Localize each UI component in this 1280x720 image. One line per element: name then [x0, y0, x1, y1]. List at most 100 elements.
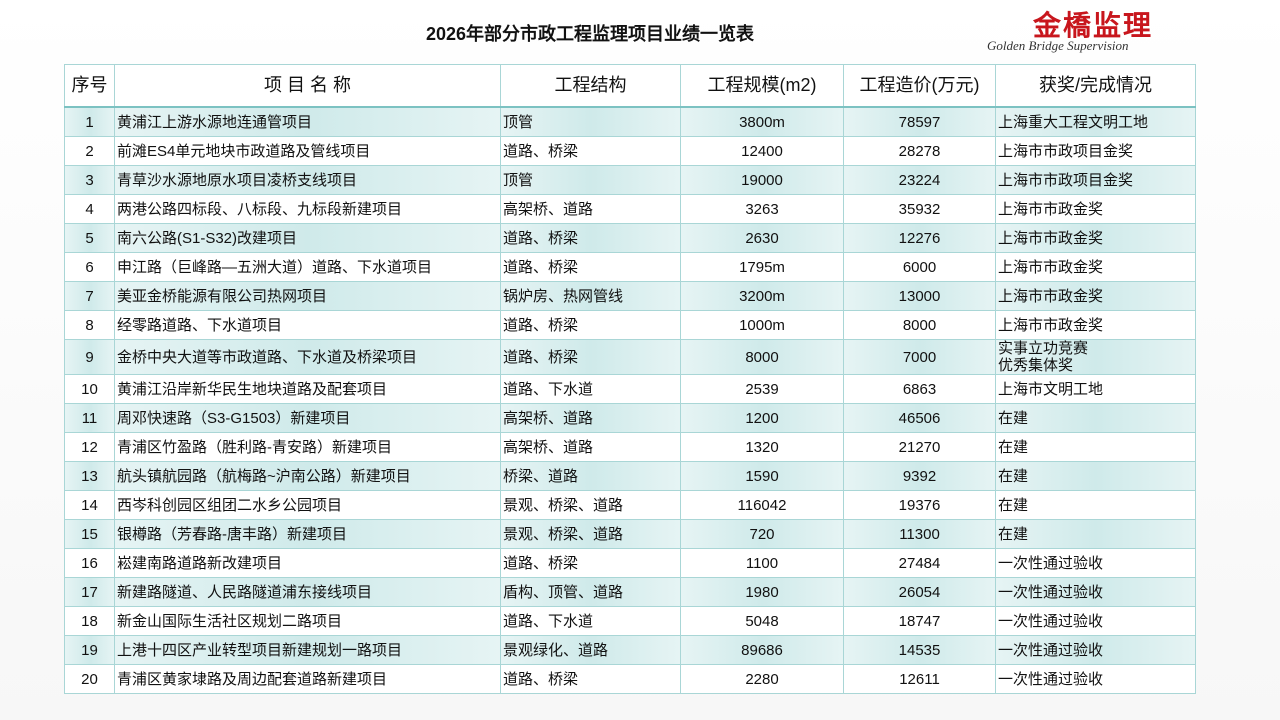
table-cell: 崧建南路道路新改建项目 [114, 548, 501, 578]
table-cell: 桥梁、道路 [500, 461, 681, 491]
table-cell: 720 [680, 519, 844, 549]
table-cell: 黄浦江沿岸新华民生地块道路及配套项目 [114, 374, 501, 404]
table-row: 12 青浦区竹盈路（胜利路-青安路）新建项目 高架桥、道路 1320 21270 在建 [64, 432, 1196, 462]
table-cell: 14535 [843, 635, 996, 665]
table-cell: 一次性通过验收 [995, 548, 1196, 578]
table-cell: 10 [64, 374, 115, 404]
table-cell: 28278 [843, 136, 996, 166]
table-cell: 46506 [843, 403, 996, 433]
table-cell: 上海市市政金奖 [995, 223, 1196, 253]
table-cell: 1000m [680, 310, 844, 340]
table-cell: 实事立功竞赛 优秀集体奖 [995, 339, 1196, 375]
table-cell: 20 [64, 664, 115, 694]
table-cell: 3200m [680, 281, 844, 311]
table-row: 7 美亚金桥能源有限公司热网项目 锅炉房、热网管线 3200m 13000 上海市市政金奖 [64, 281, 1196, 311]
table-cell: 青浦区黄家埭路及周边配套道路新建项目 [114, 664, 501, 694]
table-cell: 11300 [843, 519, 996, 549]
table-cell: 景观、桥梁、道路 [500, 490, 681, 520]
table-row: 14 西岑科创园区组团二水乡公园项目 景观、桥梁、道路 116042 19376 在建 [64, 490, 1196, 520]
table-cell: 上海市市政金奖 [995, 252, 1196, 282]
table-row: 4 两港公路四标段、八标段、九标段新建项目 高架桥、道路 3263 35932 上海市市政… [64, 194, 1196, 224]
table-cell: 道路、桥梁 [500, 339, 681, 375]
table-cell: 13000 [843, 281, 996, 311]
table-cell: 在建 [995, 432, 1196, 462]
table-cell: 上海市市政金奖 [995, 310, 1196, 340]
table-cell: 16 [64, 548, 115, 578]
table-cell: 12400 [680, 136, 844, 166]
table-cell: 上海市文明工地 [995, 374, 1196, 404]
table-row: 8 经零路道路、下水道项目 道路、桥梁 1000m 8000 上海市市政金奖 [64, 310, 1196, 340]
table-cell: 两港公路四标段、八标段、九标段新建项目 [114, 194, 501, 224]
table-row: 16 崧建南路道路新改建项目 道路、桥梁 1100 27484 一次性通过验收 [64, 548, 1196, 578]
table-cell: 19 [64, 635, 115, 665]
table-cell: 顶管 [500, 165, 681, 195]
table-cell: 9 [64, 339, 115, 375]
table-cell: 2539 [680, 374, 844, 404]
table-cell: 17 [64, 577, 115, 607]
table-cell: 6863 [843, 374, 996, 404]
table-cell: 11 [64, 403, 115, 433]
logo-cn: 金橋监理 [1033, 11, 1154, 42]
table-cell: 一次性通过验收 [995, 635, 1196, 665]
table-cell: 周邓快速路（S3-G1503）新建项目 [114, 403, 501, 433]
table-cell: 1980 [680, 577, 844, 607]
table-cell: 26054 [843, 577, 996, 607]
column-header: 工程规模(m2) [680, 64, 844, 108]
logo: 金橋监理 Golden Bridge Supervision [985, 4, 1195, 60]
table-cell: 道路、桥梁 [500, 548, 681, 578]
table-cell: 高架桥、道路 [500, 403, 681, 433]
table-cell: 景观绿化、道路 [500, 635, 681, 665]
table-cell: 一次性通过验收 [995, 606, 1196, 636]
table-cell: 35932 [843, 194, 996, 224]
table-cell: 1590 [680, 461, 844, 491]
table-cell: 18 [64, 606, 115, 636]
table-row: 18 新金山国际生活社区规划二路项目 道路、下水道 5048 18747 一次性通过验收 [64, 606, 1196, 636]
table-cell: 上海市市政金奖 [995, 194, 1196, 224]
table-row: 3 青草沙水源地原水项目凌桥支线项目 顶管 19000 23224 上海市市政项目金奖 [64, 165, 1196, 195]
table-cell: 在建 [995, 403, 1196, 433]
table-row: 19 上港十四区产业转型项目新建规划一路项目 景观绿化、道路 89686 14535 一次… [64, 635, 1196, 665]
table-cell: 1320 [680, 432, 844, 462]
table-cell: 5048 [680, 606, 844, 636]
table-cell: 14 [64, 490, 115, 520]
header-row: 序号项 目 名 称工程结构 工程规模(m2) 工程造价(万元) 获奖/完成情况 [64, 64, 1196, 108]
table-cell: 新建路隧道、人民路隧道浦东接线项目 [114, 577, 501, 607]
table-cell: 美亚金桥能源有限公司热网项目 [114, 281, 501, 311]
table-cell: 盾构、顶管、道路 [500, 577, 681, 607]
table-cell: 新金山国际生活社区规划二路项目 [114, 606, 501, 636]
table-cell: 23224 [843, 165, 996, 195]
table-cell: 4 [64, 194, 115, 224]
table-cell: 12611 [843, 664, 996, 694]
table-cell: 8000 [680, 339, 844, 375]
table-cell: 9392 [843, 461, 996, 491]
table-cell: 银樽路（芳春路-唐丰路）新建项目 [114, 519, 501, 549]
table-cell: 一次性通过验收 [995, 577, 1196, 607]
table-row: 17 新建路隧道、人民路隧道浦东接线项目 盾构、顶管、道路 1980 26054 一次性通… [64, 577, 1196, 607]
column-header: 序号 [64, 64, 115, 108]
table-cell: 8 [64, 310, 115, 340]
table-cell: 78597 [843, 106, 996, 137]
table-cell: 2 [64, 136, 115, 166]
table-row: 9 金桥中央大道等市政道路、下水道及桥梁项目 道路、桥梁 8000 7000 实事立功竞赛… [64, 339, 1196, 375]
table-cell: 在建 [995, 490, 1196, 520]
table-cell: 一次性通过验收 [995, 664, 1196, 694]
table-cell: 上港十四区产业转型项目新建规划一路项目 [114, 635, 501, 665]
table-cell: 高架桥、道路 [500, 194, 681, 224]
table-cell: 21270 [843, 432, 996, 462]
column-header: 工程造价(万元) [843, 64, 996, 108]
table-cell: 上海市市政金奖 [995, 281, 1196, 311]
table-cell: 7 [64, 281, 115, 311]
table-row: 10 黄浦江沿岸新华民生地块道路及配套项目 道路、下水道 2539 6863 上海市文明工… [64, 374, 1196, 404]
table-cell: 13 [64, 461, 115, 491]
table-row: 2 前滩ES4单元地块市政道路及管线项目 道路、桥梁 12400 28278 上海市市政项… [64, 136, 1196, 166]
table-cell: 1795m [680, 252, 844, 282]
table-cell: 5 [64, 223, 115, 253]
table-cell: 南六公路(S1-S32)改建项目 [114, 223, 501, 253]
table-cell: 1 [64, 106, 115, 137]
table-cell: 在建 [995, 461, 1196, 491]
projects-table: 序号项 目 名 称工程结构 工程规模(m2) 工程造价(万元) 获奖/完成情况 1 黄浦… [64, 64, 1196, 694]
column-header: 工程结构 [500, 64, 681, 108]
table-cell: 道路、下水道 [500, 374, 681, 404]
table-row: 5 南六公路(S1-S32)改建项目 道路、桥梁 2630 12276 上海市市政金奖 [64, 223, 1196, 253]
